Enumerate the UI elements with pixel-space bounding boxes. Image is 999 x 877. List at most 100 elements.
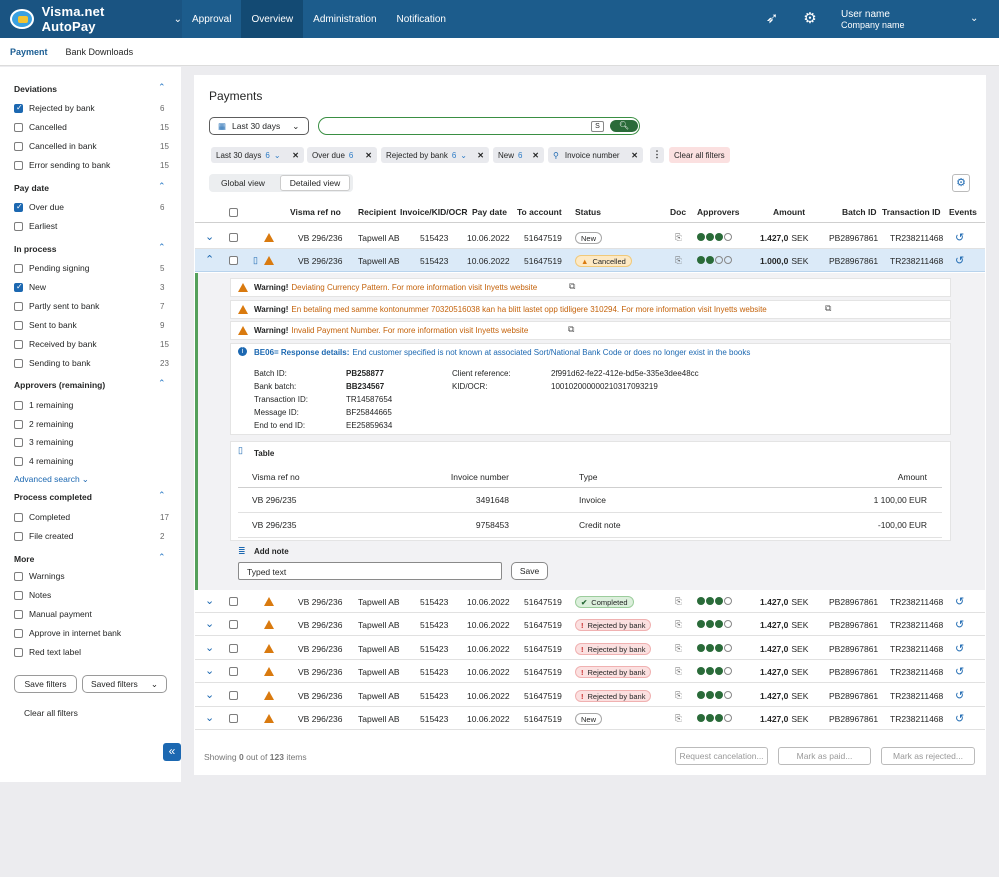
filter-item[interactable]: Sending to bank: [14, 358, 90, 368]
filter-item[interactable]: 4 remaining: [14, 456, 73, 466]
external-link-icon[interactable]: ⧉: [569, 281, 576, 291]
saved-filters-dropdown[interactable]: Saved filters ⌄: [82, 675, 167, 693]
filter-item[interactable]: Received by bank: [14, 339, 97, 349]
filter-item[interactable]: File created: [14, 531, 73, 541]
external-link-icon[interactable]: ⧉: [568, 324, 575, 334]
filter-item[interactable]: Warnings: [14, 571, 65, 581]
chevron-up-icon[interactable]: ⌃: [205, 254, 215, 266]
chevron-down-icon[interactable]: ⌄: [205, 231, 215, 243]
filter-checkbox[interactable]: [14, 221, 23, 231]
warning-text[interactable]: Warning! Deviating Currency Pattern. For …: [254, 283, 537, 292]
filter-checkbox[interactable]: [14, 512, 23, 522]
chevron-up-icon[interactable]: ⌃: [158, 181, 166, 191]
column-header[interactable]: To account: [517, 207, 562, 217]
filter-item[interactable]: Manual payment: [14, 609, 92, 619]
filter-checkbox[interactable]: [14, 571, 23, 581]
note-textarea[interactable]: Typed text: [238, 562, 502, 580]
history-icon[interactable]: ↺: [955, 690, 965, 702]
chevron-up-icon[interactable]: ⌃: [158, 552, 166, 562]
filter-checkbox[interactable]: [14, 647, 23, 657]
filter-item[interactable]: Partly sent to bank: [14, 301, 99, 311]
external-link-icon[interactable]: ⧉: [825, 303, 832, 313]
filter-chip[interactable]: Over due 6 ✕: [307, 147, 377, 163]
chevron-up-icon[interactable]: ⌃: [158, 82, 166, 92]
more-options-icon[interactable]: ⋮: [650, 147, 664, 163]
warning-text[interactable]: Warning! Invalid Payment Number. For more…: [254, 326, 528, 335]
clear-all-filters-chip[interactable]: Clear all filters: [669, 147, 730, 163]
global-view-tab[interactable]: Global view: [221, 178, 265, 188]
remove-chip-icon[interactable]: ✕: [365, 150, 372, 160]
row-checkbox[interactable]: [229, 714, 238, 723]
document-icon[interactable]: ⎘: [675, 255, 682, 265]
filter-chip[interactable]: New 6 ✕: [493, 147, 544, 163]
filter-checkbox[interactable]: [14, 263, 23, 273]
rocket-icon[interactable]: ➶: [765, 10, 779, 27]
history-icon[interactable]: ↺: [955, 596, 965, 608]
filter-checkbox[interactable]: [14, 301, 23, 311]
column-header[interactable]: Amount: [773, 207, 806, 217]
chevron-down-icon[interactable]: ⌄: [205, 689, 215, 701]
table-row[interactable]: [195, 684, 985, 707]
filter-checkbox[interactable]: [14, 358, 23, 368]
filter-item[interactable]: Approve in internet bank: [14, 628, 121, 638]
filter-checkbox[interactable]: [14, 320, 23, 330]
column-header[interactable]: Status: [575, 207, 601, 217]
remove-chip-icon[interactable]: ✕: [532, 150, 539, 160]
filter-checkbox[interactable]: [14, 419, 23, 429]
column-header[interactable]: Approvers: [697, 207, 740, 217]
filter-checkbox[interactable]: [14, 400, 23, 410]
mark-as-paid-button[interactable]: Mark as paid...: [778, 747, 871, 765]
nav-overview[interactable]: Overview: [241, 0, 304, 38]
remove-chip-icon[interactable]: ✕: [631, 150, 638, 160]
filter-item[interactable]: Cancelled in bank: [14, 141, 97, 151]
select-all-checkbox[interactable]: [229, 208, 238, 217]
column-header[interactable]: Visma ref no: [290, 207, 341, 217]
table-row[interactable]: [195, 707, 985, 730]
document-icon[interactable]: ⎘: [675, 713, 682, 723]
filter-item[interactable]: Over due: [14, 202, 64, 212]
clear-all-filters-link[interactable]: Clear all filters: [24, 708, 78, 718]
user-menu[interactable]: User name Company name: [841, 9, 905, 31]
filter-chip[interactable]: Rejected by bank 6 ⌄ ✕: [381, 147, 489, 163]
row-checkbox[interactable]: [229, 691, 238, 700]
filter-checkbox[interactable]: [14, 531, 23, 541]
filter-chip[interactable]: ⚲ Invoice number ✕: [548, 147, 643, 163]
filter-checkbox[interactable]: [14, 609, 23, 619]
chevron-up-icon[interactable]: ⌃: [158, 378, 166, 388]
filter-item[interactable]: New: [14, 282, 46, 292]
chevron-up-icon[interactable]: ⌃: [158, 242, 166, 252]
collapse-sidebar-icon[interactable]: «: [163, 743, 181, 761]
document-icon[interactable]: ⎘: [675, 666, 682, 676]
chevron-down-icon[interactable]: ⌄: [205, 665, 215, 677]
filter-item[interactable]: 1 remaining: [14, 400, 73, 410]
table-row[interactable]: [195, 613, 985, 636]
filter-checkbox[interactable]: [14, 160, 23, 170]
filter-item[interactable]: Error sending to bank: [14, 160, 110, 170]
chevron-up-icon[interactable]: ⌃: [158, 490, 166, 500]
save-filters-button[interactable]: Save filters: [14, 675, 77, 693]
filter-checkbox[interactable]: [14, 202, 23, 212]
filter-item[interactable]: Red text label: [14, 647, 81, 657]
table-row[interactable]: [195, 660, 985, 683]
detailed-view-tab[interactable]: Detailed view: [280, 175, 350, 191]
document-icon[interactable]: ⎘: [675, 232, 682, 242]
chevron-down-icon[interactable]: ⌄: [205, 618, 215, 630]
filter-item[interactable]: Completed: [14, 512, 70, 522]
filter-item[interactable]: Pending signing: [14, 263, 90, 273]
gear-icon[interactable]: ⚙: [803, 10, 817, 27]
table-row[interactable]: [195, 637, 985, 660]
chevron-down-icon[interactable]: ⌄: [205, 642, 215, 654]
save-note-button[interactable]: Save: [511, 562, 548, 580]
filter-checkbox[interactable]: [14, 339, 23, 349]
date-range-dropdown[interactable]: ▦ Last 30 days ⌄: [209, 117, 309, 135]
filter-item[interactable]: Earliest: [14, 221, 57, 231]
history-icon[interactable]: ↺: [955, 232, 965, 244]
chevron-down-icon[interactable]: ⌄: [205, 712, 215, 724]
document-icon[interactable]: ⎘: [675, 596, 682, 606]
filter-checkbox[interactable]: [14, 456, 23, 466]
document-icon[interactable]: ⎘: [675, 619, 682, 629]
column-header[interactable]: Recipient: [358, 207, 397, 217]
document-icon[interactable]: ⎘: [675, 643, 682, 653]
app-logo[interactable]: Visma.net AutoPay ⌄: [0, 0, 182, 38]
history-icon[interactable]: ↺: [955, 643, 965, 655]
